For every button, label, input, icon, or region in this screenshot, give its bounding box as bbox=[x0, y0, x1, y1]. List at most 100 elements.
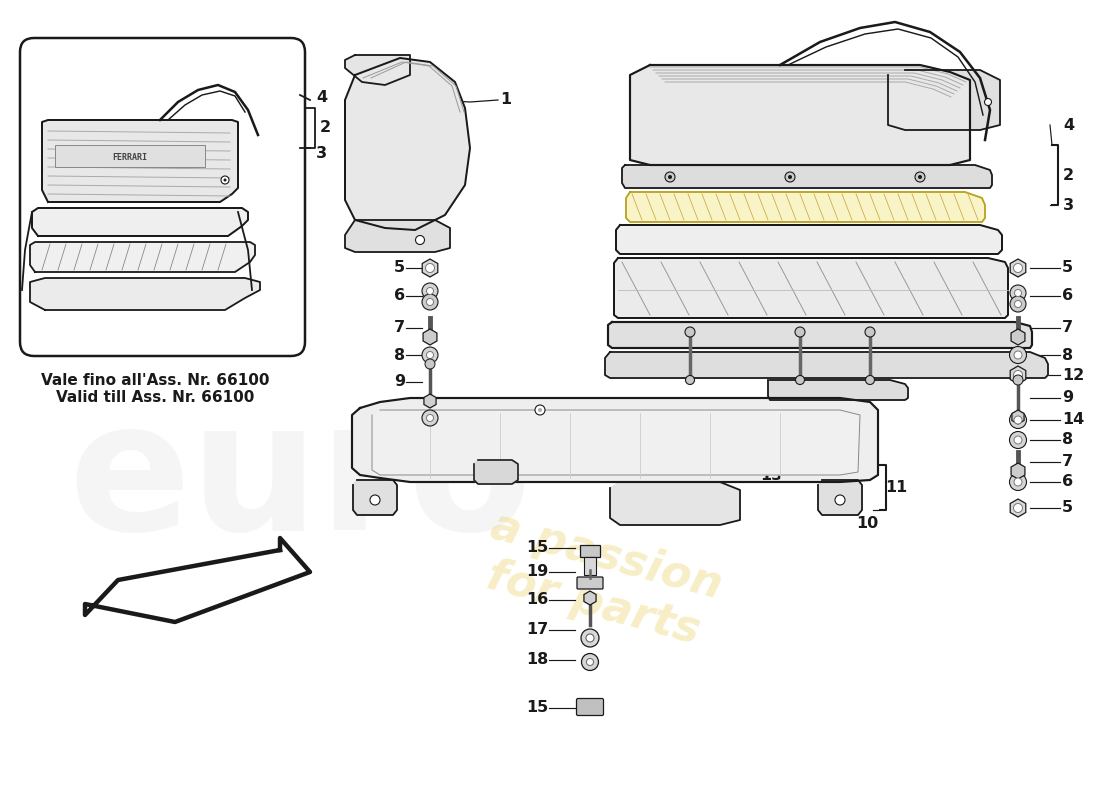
Text: Valid till Ass. Nr. 66100: Valid till Ass. Nr. 66100 bbox=[56, 390, 254, 405]
Circle shape bbox=[370, 495, 379, 505]
Circle shape bbox=[427, 351, 433, 358]
Circle shape bbox=[866, 375, 874, 385]
Circle shape bbox=[221, 176, 229, 184]
FancyBboxPatch shape bbox=[576, 698, 604, 715]
Polygon shape bbox=[352, 398, 878, 482]
Text: 15: 15 bbox=[383, 446, 405, 461]
Circle shape bbox=[1014, 436, 1022, 444]
Circle shape bbox=[1014, 478, 1022, 486]
Text: 4: 4 bbox=[316, 90, 327, 106]
Circle shape bbox=[538, 408, 542, 412]
Circle shape bbox=[223, 178, 227, 182]
Text: a passion
for parts: a passion for parts bbox=[473, 504, 727, 656]
Text: 3: 3 bbox=[316, 146, 327, 161]
Circle shape bbox=[1010, 285, 1026, 301]
Circle shape bbox=[865, 327, 874, 337]
Text: 11: 11 bbox=[886, 481, 907, 495]
Circle shape bbox=[427, 298, 433, 306]
Text: 13: 13 bbox=[760, 467, 782, 482]
FancyBboxPatch shape bbox=[20, 38, 305, 356]
Circle shape bbox=[1010, 346, 1026, 363]
Polygon shape bbox=[608, 322, 1032, 348]
Circle shape bbox=[788, 175, 792, 179]
Text: 19: 19 bbox=[526, 565, 548, 579]
Text: 4: 4 bbox=[1063, 118, 1074, 133]
Circle shape bbox=[668, 175, 672, 179]
Text: 7: 7 bbox=[1062, 454, 1074, 470]
Circle shape bbox=[685, 327, 695, 337]
Text: 6: 6 bbox=[1062, 289, 1074, 303]
Polygon shape bbox=[614, 258, 1008, 318]
Polygon shape bbox=[345, 220, 450, 252]
Circle shape bbox=[582, 654, 598, 670]
Polygon shape bbox=[353, 480, 397, 515]
Circle shape bbox=[586, 634, 594, 642]
Text: FERRARI: FERRARI bbox=[112, 153, 147, 162]
Text: 6: 6 bbox=[1062, 474, 1074, 490]
Text: 7: 7 bbox=[394, 321, 405, 335]
Circle shape bbox=[795, 375, 804, 385]
Polygon shape bbox=[584, 591, 596, 605]
Text: 12: 12 bbox=[1062, 367, 1085, 382]
Circle shape bbox=[835, 495, 845, 505]
Polygon shape bbox=[768, 380, 908, 400]
Text: 8: 8 bbox=[1062, 433, 1074, 447]
Text: Vale fino all'Ass. Nr. 66100: Vale fino all'Ass. Nr. 66100 bbox=[41, 373, 270, 388]
Circle shape bbox=[426, 263, 434, 273]
Circle shape bbox=[1014, 351, 1022, 359]
Polygon shape bbox=[605, 352, 1048, 378]
Circle shape bbox=[1013, 375, 1023, 385]
Circle shape bbox=[915, 172, 925, 182]
Circle shape bbox=[685, 375, 694, 385]
Polygon shape bbox=[32, 208, 248, 236]
Text: 18: 18 bbox=[526, 653, 548, 667]
Polygon shape bbox=[422, 259, 438, 277]
Text: 14: 14 bbox=[1062, 413, 1085, 427]
Text: 5: 5 bbox=[1062, 261, 1074, 275]
Text: 2: 2 bbox=[1063, 167, 1074, 182]
Polygon shape bbox=[621, 165, 992, 188]
FancyBboxPatch shape bbox=[584, 557, 596, 575]
Text: 2: 2 bbox=[320, 121, 331, 135]
Circle shape bbox=[1014, 290, 1022, 297]
Circle shape bbox=[422, 410, 438, 426]
Circle shape bbox=[1014, 301, 1022, 307]
FancyBboxPatch shape bbox=[580, 545, 600, 557]
Polygon shape bbox=[372, 410, 860, 475]
Circle shape bbox=[1010, 411, 1026, 429]
Polygon shape bbox=[630, 65, 970, 165]
Text: euro: euro bbox=[68, 392, 532, 568]
Circle shape bbox=[427, 414, 433, 422]
Circle shape bbox=[1013, 263, 1023, 273]
Polygon shape bbox=[1010, 366, 1026, 384]
Polygon shape bbox=[1011, 329, 1025, 345]
Text: 10: 10 bbox=[856, 515, 878, 530]
Polygon shape bbox=[345, 55, 410, 85]
Circle shape bbox=[422, 294, 438, 310]
Circle shape bbox=[586, 658, 594, 666]
Polygon shape bbox=[42, 120, 238, 202]
Polygon shape bbox=[424, 394, 436, 408]
Circle shape bbox=[425, 359, 435, 369]
Polygon shape bbox=[1012, 410, 1024, 424]
Polygon shape bbox=[1010, 499, 1026, 517]
Text: 8: 8 bbox=[394, 410, 405, 426]
Circle shape bbox=[1014, 416, 1022, 424]
Polygon shape bbox=[1011, 463, 1025, 479]
Circle shape bbox=[1010, 296, 1026, 312]
Circle shape bbox=[535, 405, 544, 415]
Circle shape bbox=[1010, 474, 1026, 490]
Circle shape bbox=[416, 235, 425, 245]
Polygon shape bbox=[616, 225, 1002, 254]
Circle shape bbox=[918, 175, 922, 179]
FancyBboxPatch shape bbox=[578, 577, 603, 589]
Polygon shape bbox=[474, 460, 518, 484]
Text: 1: 1 bbox=[500, 93, 512, 107]
Polygon shape bbox=[610, 482, 740, 525]
Circle shape bbox=[1013, 370, 1023, 379]
Text: 15: 15 bbox=[526, 541, 548, 555]
Text: 7: 7 bbox=[1062, 321, 1074, 335]
Circle shape bbox=[427, 287, 433, 294]
Text: 5: 5 bbox=[1062, 501, 1074, 515]
Text: 8: 8 bbox=[394, 347, 405, 362]
